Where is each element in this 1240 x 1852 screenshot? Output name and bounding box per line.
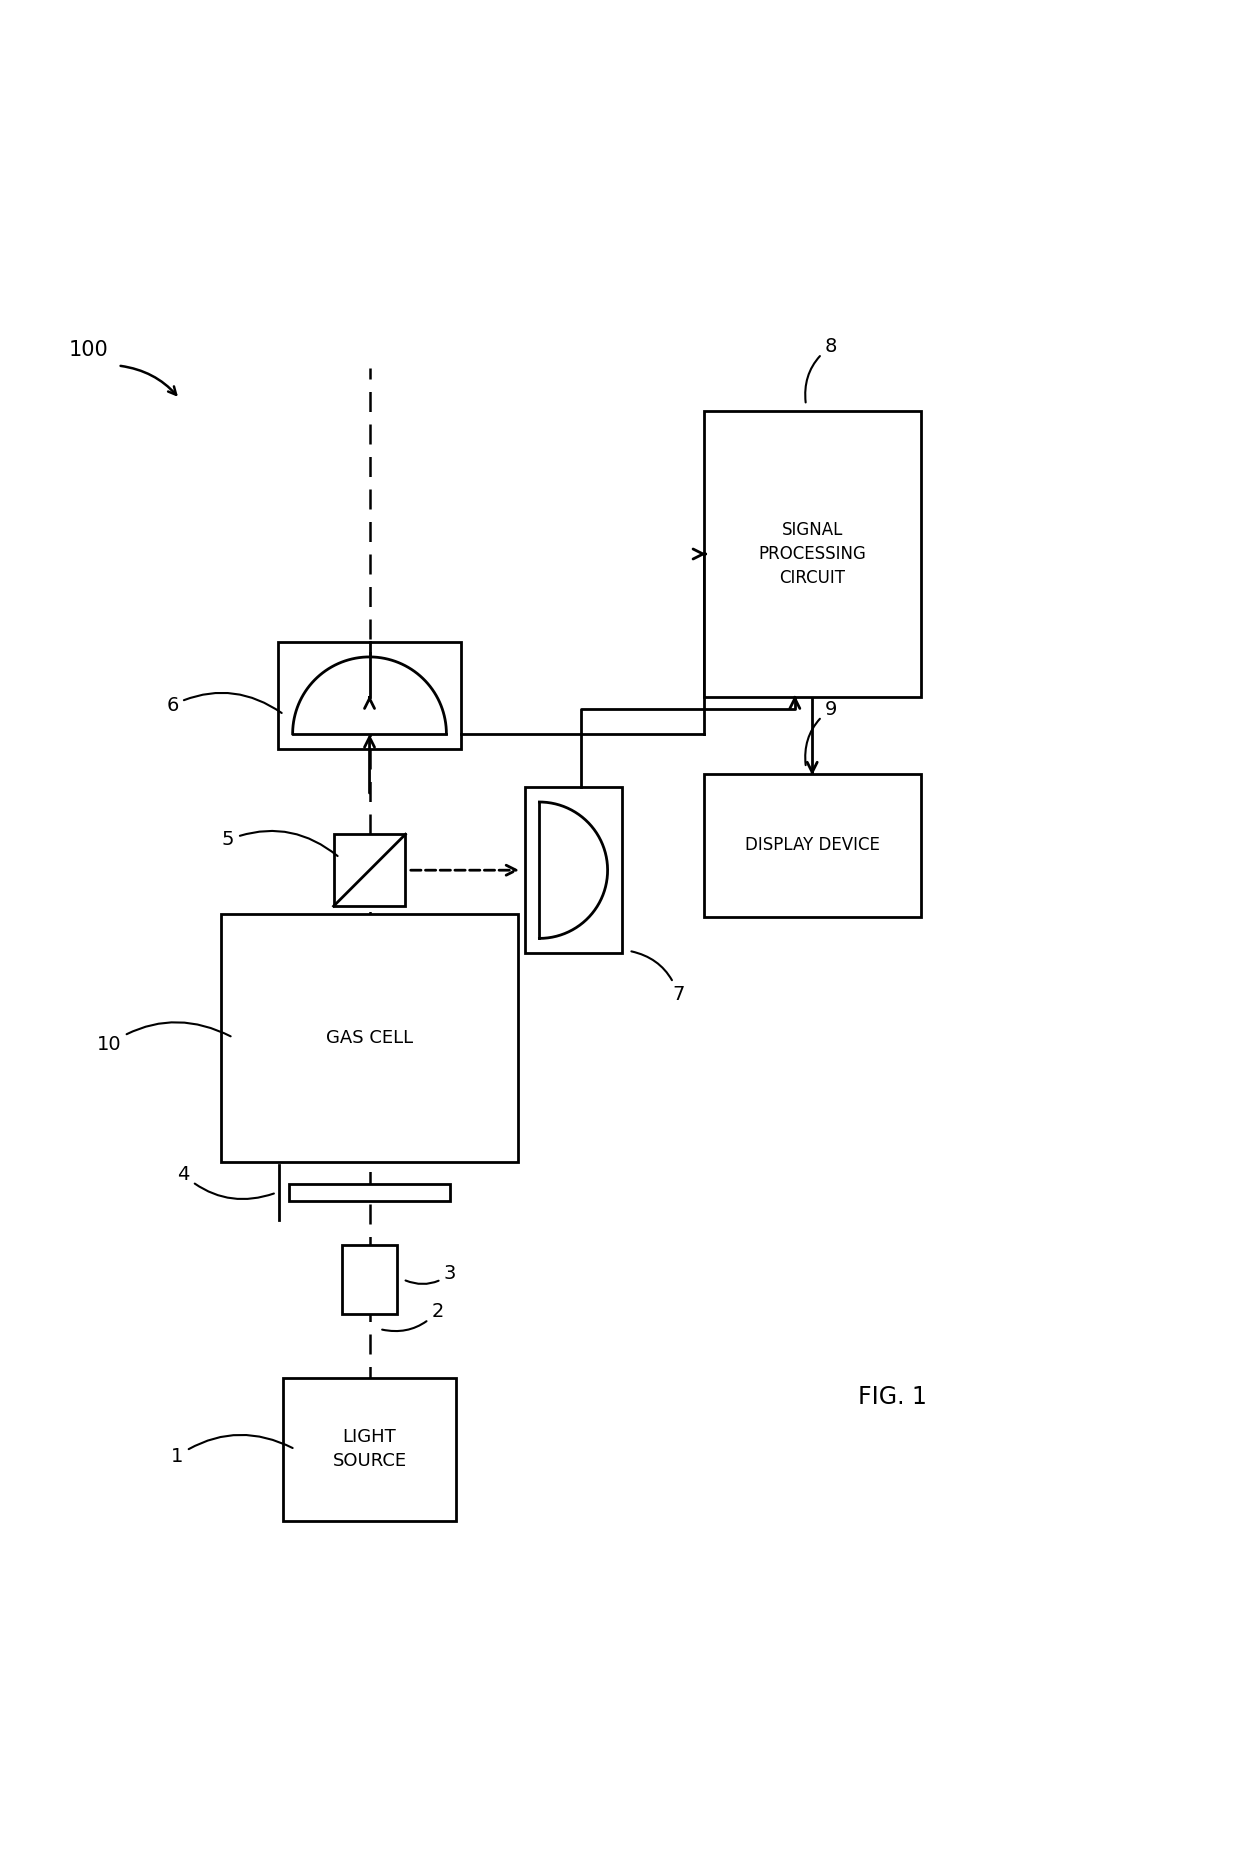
Text: 6: 6: [166, 693, 281, 715]
Polygon shape: [539, 802, 608, 939]
Text: GAS CELL: GAS CELL: [326, 1028, 413, 1046]
Bar: [342, 1245, 397, 1313]
Text: 4: 4: [177, 1165, 274, 1198]
Bar: [525, 787, 622, 954]
Bar: [221, 913, 518, 1161]
Text: SIGNAL
PROCESSING
CIRCUIT: SIGNAL PROCESSING CIRCUIT: [759, 522, 866, 587]
Text: 7: 7: [631, 952, 684, 1004]
Bar: [334, 833, 405, 906]
Text: 10: 10: [97, 1022, 231, 1054]
Text: 3: 3: [405, 1265, 456, 1283]
Text: 1: 1: [171, 1435, 293, 1465]
Text: LIGHT
SOURCE: LIGHT SOURCE: [332, 1428, 407, 1470]
Text: 9: 9: [805, 700, 837, 765]
Bar: [704, 774, 920, 917]
Text: 100: 100: [68, 339, 108, 359]
Bar: [278, 643, 461, 748]
Text: DISPLAY DEVICE: DISPLAY DEVICE: [745, 837, 879, 854]
Bar: [289, 1183, 450, 1202]
Bar: [283, 1378, 456, 1520]
Text: FIG. 1: FIG. 1: [858, 1385, 928, 1409]
Polygon shape: [293, 657, 446, 733]
Text: 8: 8: [805, 337, 837, 402]
Text: 5: 5: [222, 830, 337, 856]
Text: 2: 2: [382, 1302, 444, 1332]
Bar: [704, 411, 920, 696]
